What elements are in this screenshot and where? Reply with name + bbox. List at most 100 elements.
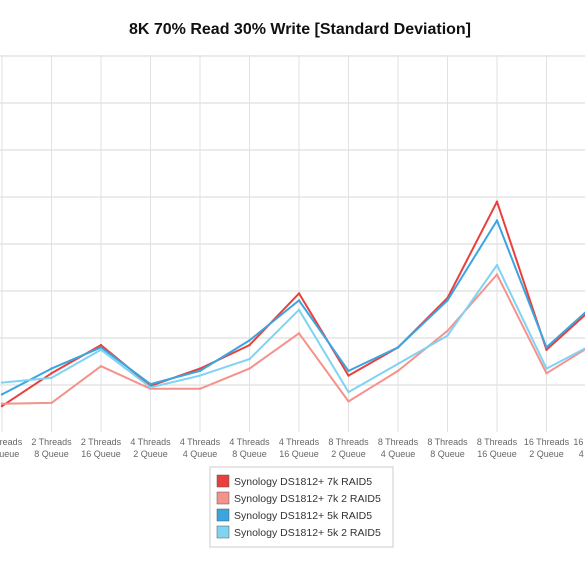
- x-tick-label: 2 Threads 16 Queue: [81, 437, 122, 459]
- x-tick-label: 1 Threads 4 Queue: [0, 437, 23, 459]
- x-tick-label-line: 16 Threads: [573, 437, 585, 447]
- x-tick-label-line: 1 Threads: [0, 437, 23, 447]
- data-point: [297, 332, 301, 335]
- legend: Synology DS1812+ 7k RAID5 Synology DS1812…: [209, 466, 394, 548]
- x-tick-label: 2 Threads 8 Queue: [31, 437, 72, 459]
- data-point: [149, 386, 152, 389]
- legend-swatch: [216, 525, 230, 539]
- data-point: [99, 346, 103, 349]
- x-tick-label-line: 2 Queue: [133, 449, 168, 459]
- data-point: [198, 369, 202, 373]
- series-line: [1, 264, 585, 394]
- x-tick-label: 16 Threads 4 Queue: [573, 437, 585, 459]
- x-tick-label-line: 8 Queue: [430, 449, 465, 459]
- legend-swatch: [216, 474, 230, 488]
- x-tick-label-line: 4 Queue: [579, 449, 585, 459]
- legend-swatch: [216, 491, 230, 505]
- data-point: [495, 219, 499, 222]
- x-tick-label-line: 8 Threads: [477, 437, 518, 447]
- x-tick-label-line: 16 Queue: [477, 449, 517, 459]
- legend-box: [209, 466, 394, 548]
- data-point: [495, 263, 499, 267]
- data-point: [99, 348, 103, 351]
- x-tick-label-line: 4 Queue: [381, 449, 416, 459]
- x-tick-label: 4 Threads 4 Queue: [180, 437, 221, 459]
- data-point: [297, 292, 301, 295]
- data-point: [446, 334, 449, 337]
- data-point: [50, 376, 53, 380]
- x-tick-label-line: 4 Queue: [183, 449, 218, 459]
- x-tick-label-line: 16 Queue: [81, 449, 121, 459]
- x-tick-label-line: 4 Threads: [229, 437, 270, 447]
- data-point: [545, 367, 548, 370]
- data-point: [149, 382, 152, 386]
- x-tick-label-line: 8 Queue: [232, 449, 267, 459]
- data-point: [50, 367, 53, 370]
- x-tick-label: 8 Threads 16 Queue: [477, 437, 518, 459]
- x-tick-label-line: 8 Queue: [34, 449, 69, 459]
- legend-label: Synology DS1812+ 7k 2 RAID5: [234, 493, 381, 505]
- x-tick-label: 16 Threads 2 Queue: [524, 437, 570, 459]
- data-point: [297, 308, 301, 311]
- data-point: [396, 369, 400, 373]
- x-tick-label-line: 8 Threads: [378, 437, 419, 447]
- data-point: [248, 367, 251, 370]
- data-point: [347, 400, 350, 403]
- data-point: [347, 374, 350, 377]
- x-tick-label-line: 2 Queue: [331, 449, 366, 459]
- data-point: [99, 343, 103, 347]
- x-tick-label-line: 2 Queue: [529, 449, 564, 459]
- series-line: [1, 219, 585, 396]
- x-tick-label-line: 8 Threads: [427, 437, 468, 447]
- series-lines: [0, 200, 585, 408]
- x-tick-label: 4 Threads 8 Queue: [229, 437, 270, 459]
- data-point: [347, 390, 350, 394]
- data-point: [297, 299, 301, 302]
- data-point: [545, 346, 548, 349]
- data-point: [248, 357, 251, 361]
- x-tick-label-line: 4 Threads: [130, 437, 171, 447]
- data-point: [495, 200, 499, 203]
- data-point: [50, 372, 53, 375]
- data-point: [248, 343, 251, 347]
- data-point: [198, 374, 202, 377]
- data-point: [198, 367, 202, 370]
- data-point: [248, 339, 251, 342]
- x-tick-label-line: 4 Queue: [0, 449, 19, 459]
- data-point: [347, 369, 350, 373]
- data-point: [0, 393, 4, 396]
- x-tick-label: 4 Threads 2 Queue: [130, 437, 171, 459]
- x-tick-label-line: 8 Threads: [328, 437, 369, 447]
- data-point: [396, 362, 400, 366]
- legend-label: Synology DS1812+ 5k RAID5: [234, 510, 372, 522]
- data-point: [446, 329, 449, 333]
- legend-label: Synology DS1812+ 5k 2 RAID5: [234, 527, 381, 539]
- data-point: [0, 402, 4, 405]
- series-line: [1, 273, 585, 405]
- x-tick-label-line: 16 Queue: [279, 449, 319, 459]
- data-point: [0, 404, 4, 408]
- x-tick-label-line: 2 Threads: [31, 437, 72, 447]
- data-point: [396, 346, 400, 349]
- data-point: [50, 401, 53, 405]
- data-point: [545, 372, 548, 375]
- data-point: [545, 348, 548, 351]
- x-tick-label: 4 Threads 16 Queue: [279, 437, 320, 459]
- data-point: [99, 365, 103, 368]
- chart-title: 8K 70% Read 30% Write [Standard Deviatio…: [129, 21, 471, 38]
- legend-swatch: [216, 508, 230, 522]
- x-tick-label: 8 Threads 8 Queue: [427, 437, 468, 459]
- x-tick-label: 8 Threads 4 Queue: [378, 437, 419, 459]
- x-tick-label-line: 4 Threads: [180, 437, 221, 447]
- x-tick-label-line: 4 Threads: [279, 437, 320, 447]
- data-point: [198, 387, 202, 390]
- x-tick-label-line: 2 Threads: [81, 437, 122, 447]
- data-point: [495, 273, 499, 276]
- legend-label: Synology DS1812+ 7k RAID5: [234, 476, 372, 488]
- x-tick-label: 8 Threads 2 Queue: [328, 437, 369, 459]
- x-tick-label-line: 16 Threads: [524, 437, 570, 447]
- data-point: [0, 381, 4, 384]
- data-point: [446, 299, 449, 302]
